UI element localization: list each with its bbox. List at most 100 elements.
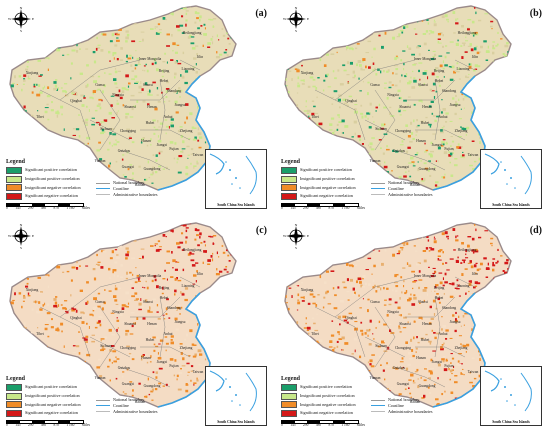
- raster-cell: [230, 246, 235, 250]
- province-border: [159, 296, 166, 358]
- raster-cell: [423, 162, 427, 165]
- raster-cell: [417, 341, 420, 344]
- raster-cell: [31, 126, 36, 129]
- raster-cell: [461, 344, 465, 347]
- raster-cell: [311, 255, 316, 258]
- raster-cell: [314, 249, 316, 253]
- raster-cell: [65, 224, 69, 226]
- raster-cell: [185, 227, 189, 229]
- raster-cell: [78, 31, 80, 34]
- raster-cell: [442, 34, 444, 37]
- raster-cell: [287, 90, 290, 94]
- scale-bar: 0 145 290 580 870 1 160 Miles: [6, 203, 90, 211]
- raster-cell: [142, 255, 144, 259]
- raster-cell: [72, 351, 76, 353]
- raster-cell: [359, 281, 362, 284]
- raster-cell: [27, 151, 30, 154]
- raster-cell: [310, 246, 312, 248]
- province-label: Ningxia: [112, 93, 124, 97]
- raster-cell: [433, 332, 436, 334]
- raster-cell: [112, 53, 114, 57]
- raster-cell: [31, 343, 36, 346]
- raster-cell: [155, 345, 159, 348]
- raster-cell: [16, 141, 19, 143]
- raster-cell: [509, 78, 511, 82]
- raster-cell: [78, 352, 81, 355]
- raster-cell: [219, 11, 224, 13]
- raster-cell: [466, 293, 470, 296]
- raster-cell: [188, 355, 191, 357]
- raster-cell: [498, 331, 501, 334]
- raster-cell: [300, 147, 304, 149]
- raster-cell: [386, 96, 389, 100]
- raster-cell: [35, 362, 39, 365]
- raster-cell: [10, 142, 12, 145]
- raster-cell: [441, 127, 444, 129]
- raster-cell: [56, 261, 58, 264]
- raster-cell: [403, 175, 407, 178]
- raster-cell: [122, 174, 125, 176]
- raster-cell: [129, 333, 134, 335]
- raster-cell: [16, 119, 20, 122]
- raster-cell: [157, 248, 162, 251]
- raster-cell: [196, 270, 198, 273]
- raster-cell: [131, 70, 134, 72]
- raster-cell: [468, 63, 471, 66]
- raster-cell: [338, 94, 342, 97]
- raster-cell: [378, 103, 381, 106]
- province-border: [314, 89, 366, 141]
- raster-cell: [33, 150, 37, 154]
- raster-cell: [211, 351, 213, 354]
- raster-cell: [140, 141, 143, 144]
- province-label: Gansu: [370, 300, 379, 304]
- raster-cell: [507, 268, 509, 270]
- raster-cell: [12, 263, 16, 265]
- raster-cell: [52, 17, 54, 20]
- coastline: [157, 292, 211, 408]
- raster-cell: [165, 96, 168, 98]
- raster-cell: [149, 307, 151, 310]
- raster-cell: [136, 100, 139, 103]
- raster-cell: [56, 114, 59, 118]
- raster-cell: [101, 90, 104, 94]
- raster-cell: [407, 321, 409, 323]
- raster-cell: [479, 141, 481, 144]
- raster-cell: [474, 68, 478, 70]
- raster-cell: [428, 160, 431, 162]
- raster-cell: [416, 336, 418, 339]
- raster-cell: [93, 80, 97, 84]
- raster-cell: [116, 317, 118, 319]
- raster-cell: [81, 321, 85, 324]
- raster-cell: [361, 69, 365, 71]
- raster-cell: [75, 309, 78, 313]
- raster-cell: [352, 10, 355, 13]
- raster-cell: [91, 340, 95, 343]
- raster-cell: [38, 227, 42, 230]
- raster-cell: [326, 73, 329, 76]
- raster-cell: [122, 371, 125, 373]
- raster-cell: [75, 231, 80, 234]
- raster-cell: [124, 305, 127, 308]
- raster-cell: [233, 293, 236, 296]
- south-china-sea-inset: South China Sea Islands: [205, 149, 267, 209]
- raster-cell: [231, 291, 235, 294]
- province-label: Yunnan: [95, 376, 106, 380]
- raster-cell: [194, 238, 197, 241]
- legend-item: Significant positive correlation: [6, 167, 90, 175]
- raster-cell: [455, 260, 459, 263]
- raster-cell: [450, 362, 452, 364]
- raster-cell: [438, 272, 443, 274]
- raster-cell: [377, 128, 381, 131]
- raster-cell: [428, 49, 430, 51]
- raster-cell: [329, 249, 334, 251]
- raster-cell: [326, 290, 329, 293]
- raster-cell: [367, 6, 370, 8]
- province-label: Guangdong: [419, 167, 436, 171]
- raster-cell: [23, 138, 27, 140]
- raster-cell: [115, 311, 120, 314]
- raster-cell: [190, 259, 195, 262]
- raster-cell: [371, 354, 375, 356]
- raster-cell: [61, 113, 63, 116]
- raster-cell: [463, 157, 465, 159]
- raster-cell: [127, 302, 130, 305]
